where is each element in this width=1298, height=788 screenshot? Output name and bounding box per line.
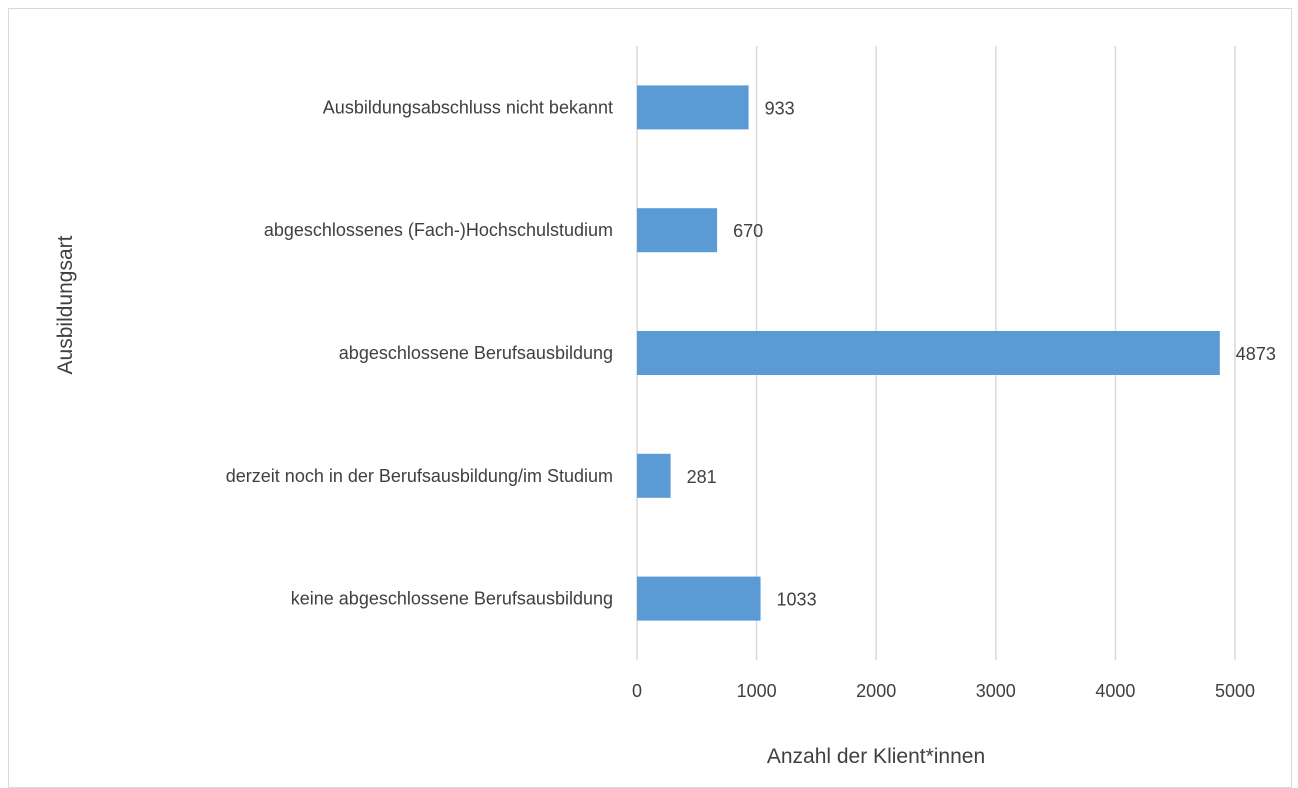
data-label-0: 1033 xyxy=(777,590,817,610)
x-tick-label-4: 4000 xyxy=(1095,681,1135,701)
x-tick-label-1: 1000 xyxy=(737,681,777,701)
bar-3 xyxy=(637,208,718,253)
category-label-0: keine abgeschlossene Berufsausbildung xyxy=(291,589,613,609)
category-label-3: abgeschlossenes (Fach-)Hochschulstudium xyxy=(264,220,613,240)
data-label-3: 670 xyxy=(733,221,763,241)
bar-2 xyxy=(637,331,1220,375)
data-label-2: 4873 xyxy=(1236,344,1276,364)
x-tick-label-0: 0 xyxy=(632,681,642,701)
bar-layer xyxy=(637,85,1220,621)
category-label-2: abgeschlossene Berufsausbildung xyxy=(339,343,613,363)
bar-0 xyxy=(637,576,761,621)
bar-1 xyxy=(637,453,671,498)
bar-chart: 0 1000 2000 3000 4000 5000 keine abgeschlossen… xyxy=(54,46,1276,768)
x-tick-label-3: 3000 xyxy=(976,681,1016,701)
label-layer: 0 1000 2000 3000 4000 5000 keine abgeschlossen… xyxy=(226,97,1276,701)
category-label-4: Ausbildungsabschluss nicht bekannt xyxy=(323,97,613,117)
x-tick-label-2: 2000 xyxy=(856,681,896,701)
data-label-1: 281 xyxy=(687,467,717,487)
bar-4 xyxy=(637,85,749,130)
chart-frame xyxy=(8,8,1292,788)
data-label-4: 933 xyxy=(765,98,795,118)
y-axis-title: Ausbildungsart xyxy=(54,235,77,374)
x-tick-label-5: 5000 xyxy=(1215,681,1255,701)
x-axis-title: Anzahl der Klient*innen xyxy=(767,745,985,768)
category-label-1: derzeit noch in der Berufsausbildung/im … xyxy=(226,466,613,486)
